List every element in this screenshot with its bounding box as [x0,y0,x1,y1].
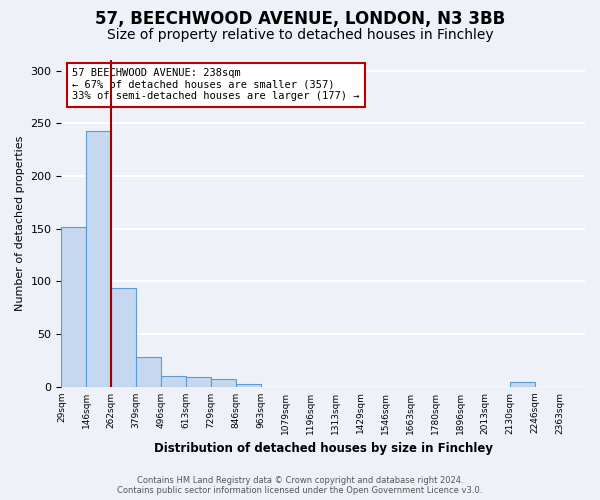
Text: 57 BEECHWOOD AVENUE: 238sqm
← 67% of detached houses are smaller (357)
33% of se: 57 BEECHWOOD AVENUE: 238sqm ← 67% of det… [72,68,359,102]
Bar [136,357,161,386]
Bar [186,377,211,386]
Bar [161,376,186,386]
Bar [236,384,261,386]
Bar [86,130,111,386]
Text: Size of property relative to detached houses in Finchley: Size of property relative to detached ho… [107,28,493,42]
Bar [510,382,535,386]
Bar [211,380,236,386]
Bar [61,226,86,386]
Bar [111,288,136,386]
Y-axis label: Number of detached properties: Number of detached properties [15,136,25,311]
X-axis label: Distribution of detached houses by size in Finchley: Distribution of detached houses by size … [154,442,493,455]
Text: 57, BEECHWOOD AVENUE, LONDON, N3 3BB: 57, BEECHWOOD AVENUE, LONDON, N3 3BB [95,10,505,28]
Text: Contains HM Land Registry data © Crown copyright and database right 2024.
Contai: Contains HM Land Registry data © Crown c… [118,476,482,495]
